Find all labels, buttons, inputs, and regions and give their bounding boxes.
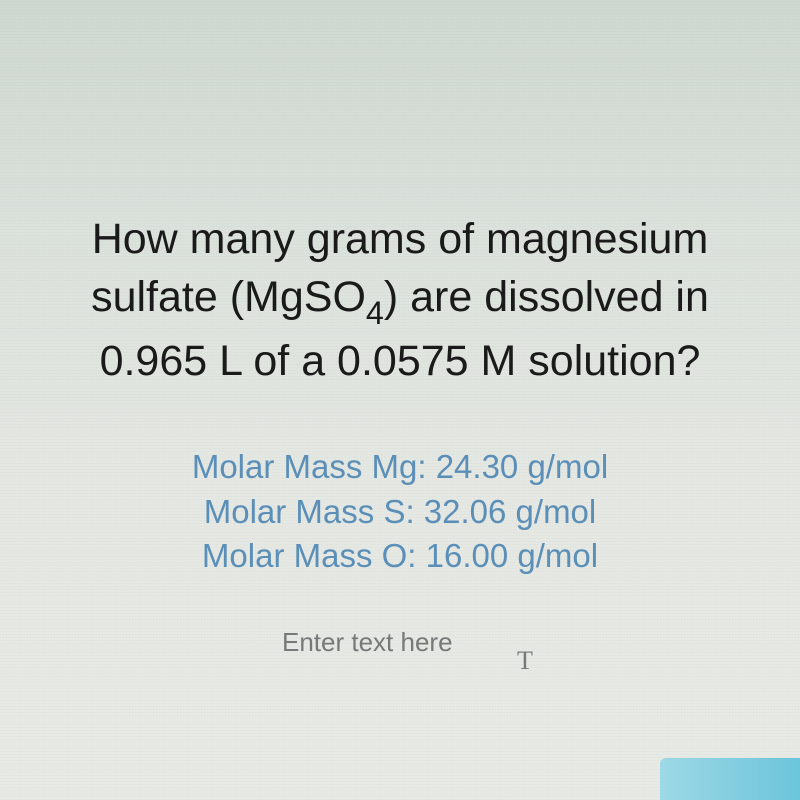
molar-mass-info: Molar Mass Mg: 24.30 g/mol Molar Mass S:… — [30, 445, 770, 579]
molar-mass-s: Molar Mass S: 32.06 g/mol — [204, 493, 597, 530]
question-line-3: 0.965 L of a 0.0575 M solution? — [100, 337, 701, 385]
chemical-subscript: 4 — [366, 295, 384, 331]
molar-mass-mg: Molar Mass Mg: 24.30 g/mol — [192, 448, 608, 485]
question-line-2-post: ) are dissolved in — [384, 273, 709, 321]
question-line-2-pre: sulfate (MgSO — [91, 273, 366, 321]
molar-mass-o: Molar Mass O: 16.00 g/mol — [202, 537, 598, 574]
answer-input-area[interactable]: Enter text here T — [30, 627, 770, 658]
accent-bar — [660, 758, 800, 800]
text-cursor-icon: T — [517, 646, 518, 672]
question-text: How many grams of magnesium sulfate (MgS… — [30, 210, 770, 390]
answer-input-placeholder: Enter text here — [282, 627, 453, 658]
question-line-1: How many grams of magnesium — [92, 215, 709, 263]
question-container: How many grams of magnesium sulfate (MgS… — [0, 0, 800, 658]
